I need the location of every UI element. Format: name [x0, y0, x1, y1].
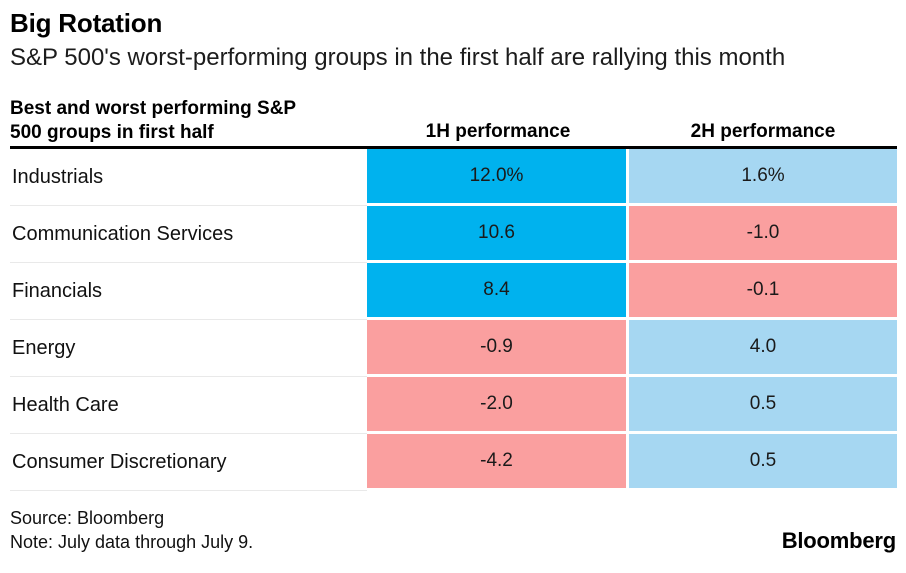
table-row: Energy -0.9 4.0 — [10, 320, 897, 378]
source-text: Source: Bloomberg — [10, 508, 165, 529]
row-label: Consumer Discretionary — [10, 434, 367, 492]
row-label: Industrials — [10, 149, 367, 207]
column-header-groups: Best and worst performing S&P 500 groups… — [10, 97, 367, 147]
cell-2h-performance: 0.5 — [629, 434, 897, 492]
cell-2h-performance: 1.6% — [629, 149, 897, 207]
row-label: Communication Services — [10, 206, 367, 264]
cell-1h-performance: 12.0% — [367, 149, 629, 207]
cell-1h-performance: -2.0 — [367, 377, 629, 435]
table-row: Industrials 12.0% 1.6% — [10, 149, 897, 207]
footer: Source: Bloomberg Note: July data throug… — [10, 506, 897, 554]
cell-2h-performance: -1.0 — [629, 206, 897, 264]
cell-1h-performance: -0.9 — [367, 320, 629, 378]
cell-1h-performance: 8.4 — [367, 263, 629, 321]
cell-2h-performance: 0.5 — [629, 377, 897, 435]
cell-2h-performance: -0.1 — [629, 263, 897, 321]
column-header-1h: 1H performance — [425, 121, 571, 143]
footnotes: Source: Bloomberg Note: July data throug… — [10, 506, 253, 554]
table-header: Best and worst performing S&P 500 groups… — [10, 97, 897, 147]
chart-card: Big Rotation S&P 500's worst-performing … — [10, 8, 897, 554]
row-label: Energy — [10, 320, 367, 378]
table-row: Communication Services 10.6 -1.0 — [10, 206, 897, 264]
page-title: Big Rotation — [10, 8, 163, 38]
column-header-groups-line2: 500 groups in first half — [10, 122, 214, 143]
column-header-groups-line1: Best and worst performing S&P — [10, 97, 297, 119]
cell-1h-performance: 10.6 — [367, 206, 629, 264]
column-header-2h: 2H performance — [690, 121, 836, 143]
row-label: Health Care — [10, 377, 367, 435]
table-row: Consumer Discretionary -4.2 0.5 — [10, 434, 897, 492]
row-label: Financials — [10, 263, 367, 321]
bloomberg-logo: Bloomberg — [781, 528, 897, 554]
page-subtitle: S&P 500's worst-performing groups in the… — [10, 43, 786, 71]
table-row: Financials 8.4 -0.1 — [10, 263, 897, 321]
cell-2h-performance: 4.0 — [629, 320, 897, 378]
table-body: Industrials 12.0% 1.6% Communication Ser… — [10, 146, 897, 492]
note-text: Note: July data through July 9. — [10, 532, 254, 553]
cell-1h-performance: -4.2 — [367, 434, 629, 492]
table-row: Health Care -2.0 0.5 — [10, 377, 897, 435]
